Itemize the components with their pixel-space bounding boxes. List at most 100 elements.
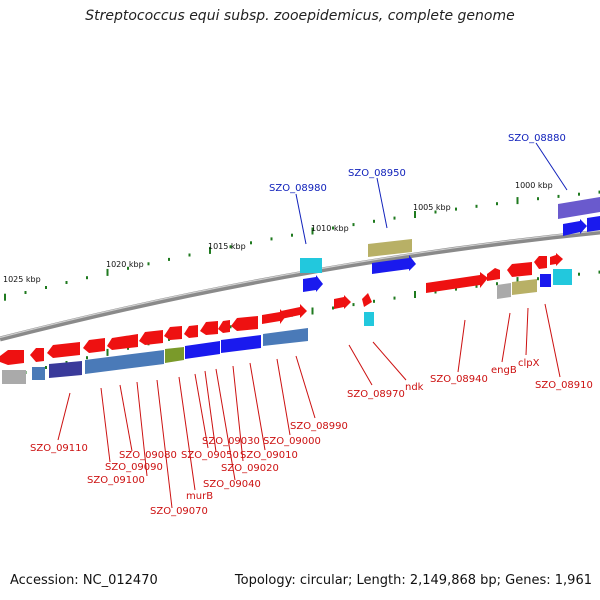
gene-arrow[interactable] <box>200 321 218 335</box>
gene-arrow[interactable] <box>164 326 182 340</box>
gene-box[interactable] <box>263 328 308 346</box>
gene-arrow[interactable] <box>334 295 351 309</box>
gene-label[interactable]: SZO_09090 <box>105 462 163 473</box>
gene-arrow[interactable] <box>262 309 286 324</box>
gene-label[interactable]: SZO_09030 <box>202 436 260 447</box>
gene-arrow[interactable] <box>47 342 80 358</box>
label-connectors <box>57 142 568 509</box>
tick-mark <box>537 197 539 201</box>
gene-label[interactable]: SZO_09000 <box>263 436 321 447</box>
tick-mark <box>475 284 478 288</box>
gene-arrow[interactable] <box>362 293 372 307</box>
tick-mark <box>229 325 232 329</box>
tick-mark <box>270 237 273 241</box>
gene-label[interactable]: SZO_08880 <box>508 133 566 144</box>
gene-label[interactable]: SZO_08980 <box>269 183 327 194</box>
gene-box[interactable] <box>300 258 322 273</box>
tick-mark <box>250 241 252 245</box>
tick-mark <box>496 282 498 286</box>
tick-mark <box>311 307 314 315</box>
tick-mark <box>65 281 68 284</box>
tick-mark <box>598 270 600 274</box>
tick-mark <box>598 190 600 194</box>
gene-label[interactable]: SZO_09020 <box>221 463 279 474</box>
gene-box[interactable] <box>49 361 82 378</box>
gene-arrow[interactable] <box>563 219 587 236</box>
gene-arrow[interactable] <box>281 304 307 319</box>
gene-label[interactable]: SZO_09080 <box>119 450 177 461</box>
gene-arrow[interactable] <box>487 268 500 281</box>
gene-label[interactable]: SZO_08990 <box>290 421 348 432</box>
gene-box[interactable] <box>558 197 600 219</box>
gene-label[interactable]: ndk <box>405 382 424 393</box>
tick-mark <box>393 296 396 300</box>
gene-label[interactable]: clpX <box>518 358 540 369</box>
gene-arrow[interactable] <box>587 216 600 232</box>
gene-box[interactable] <box>32 367 45 380</box>
kbp-label-1020: 1020 kbp <box>106 260 144 269</box>
gene-box[interactable] <box>85 350 164 374</box>
gene-label[interactable]: SZO_09010 <box>240 450 298 461</box>
gene-label[interactable]: SZO_09070 <box>150 506 208 517</box>
map-title: Streptococcus equi subsp. zooepidemicus,… <box>85 8 515 24</box>
outer-tick-marks <box>4 190 600 301</box>
tick-mark <box>311 227 314 235</box>
kbp-label-1005: 1005 kbp <box>413 203 451 212</box>
gene-label[interactable]: SZO_09050 <box>181 450 239 461</box>
gene-label[interactable]: SZO_08910 <box>535 380 593 391</box>
gene-arrow[interactable] <box>372 255 416 274</box>
gene-box[interactable] <box>185 341 220 359</box>
gene-arrow[interactable] <box>0 350 24 365</box>
gene-arrow[interactable] <box>303 275 323 292</box>
gene-label[interactable]: SZO_09100 <box>87 475 145 486</box>
gene-box[interactable] <box>165 347 184 363</box>
tick-mark <box>455 207 457 211</box>
tick-mark <box>127 266 129 270</box>
tick-mark <box>393 216 396 220</box>
gene-label[interactable]: SZO_08970 <box>347 389 405 400</box>
tick-mark <box>86 356 88 360</box>
gene-box[interactable] <box>540 274 551 287</box>
tick-mark <box>229 245 232 249</box>
gene-label[interactable]: SZO_08940 <box>430 374 488 385</box>
gene-box[interactable] <box>512 279 537 295</box>
gene-box[interactable] <box>2 370 26 384</box>
gene-label[interactable]: engB <box>491 365 517 376</box>
gene-arrow[interactable] <box>534 256 547 269</box>
gene-box[interactable] <box>497 283 511 299</box>
gene-label[interactable]: SZO_08950 <box>348 168 406 179</box>
tick-mark <box>291 233 293 237</box>
gene-arrow[interactable] <box>550 253 563 266</box>
gene-box[interactable] <box>368 239 412 257</box>
kbp-label-1025: 1025 kbp <box>3 275 41 284</box>
gene-arrow[interactable] <box>507 262 532 277</box>
gene-arrow[interactable] <box>231 316 258 331</box>
accession-text: Accession: NC_012470 <box>10 573 158 588</box>
gene-arrow[interactable] <box>218 320 230 333</box>
tick-mark <box>45 366 47 369</box>
tick-mark <box>24 291 27 294</box>
gene-arrow[interactable] <box>139 330 163 345</box>
tick-mark <box>434 210 437 214</box>
gene-box[interactable] <box>364 312 374 326</box>
gene-arrow[interactable] <box>107 334 138 350</box>
gene-label[interactable]: murB <box>186 491 213 502</box>
tick-mark <box>475 204 478 208</box>
gene-arrow[interactable] <box>426 272 488 293</box>
gene-arrow[interactable] <box>30 348 44 362</box>
gene-box[interactable] <box>553 269 572 285</box>
tick-mark <box>332 226 334 230</box>
gene-label[interactable]: SZO_09040 <box>203 479 261 490</box>
kbp-label-1010: 1010 kbp <box>311 224 349 233</box>
gene-label[interactable]: SZO_09110 <box>30 443 88 454</box>
kbp-label-1000: 1000 kbp <box>515 181 553 190</box>
tick-mark <box>332 306 334 310</box>
tick-mark <box>434 290 437 294</box>
gene-box[interactable] <box>221 335 261 353</box>
tick-mark <box>209 246 211 254</box>
gene-arrow[interactable] <box>83 338 105 353</box>
tick-mark <box>106 268 109 276</box>
gene-arrow[interactable] <box>184 325 198 338</box>
genome-backbone <box>0 229 600 342</box>
tick-mark <box>496 202 498 206</box>
